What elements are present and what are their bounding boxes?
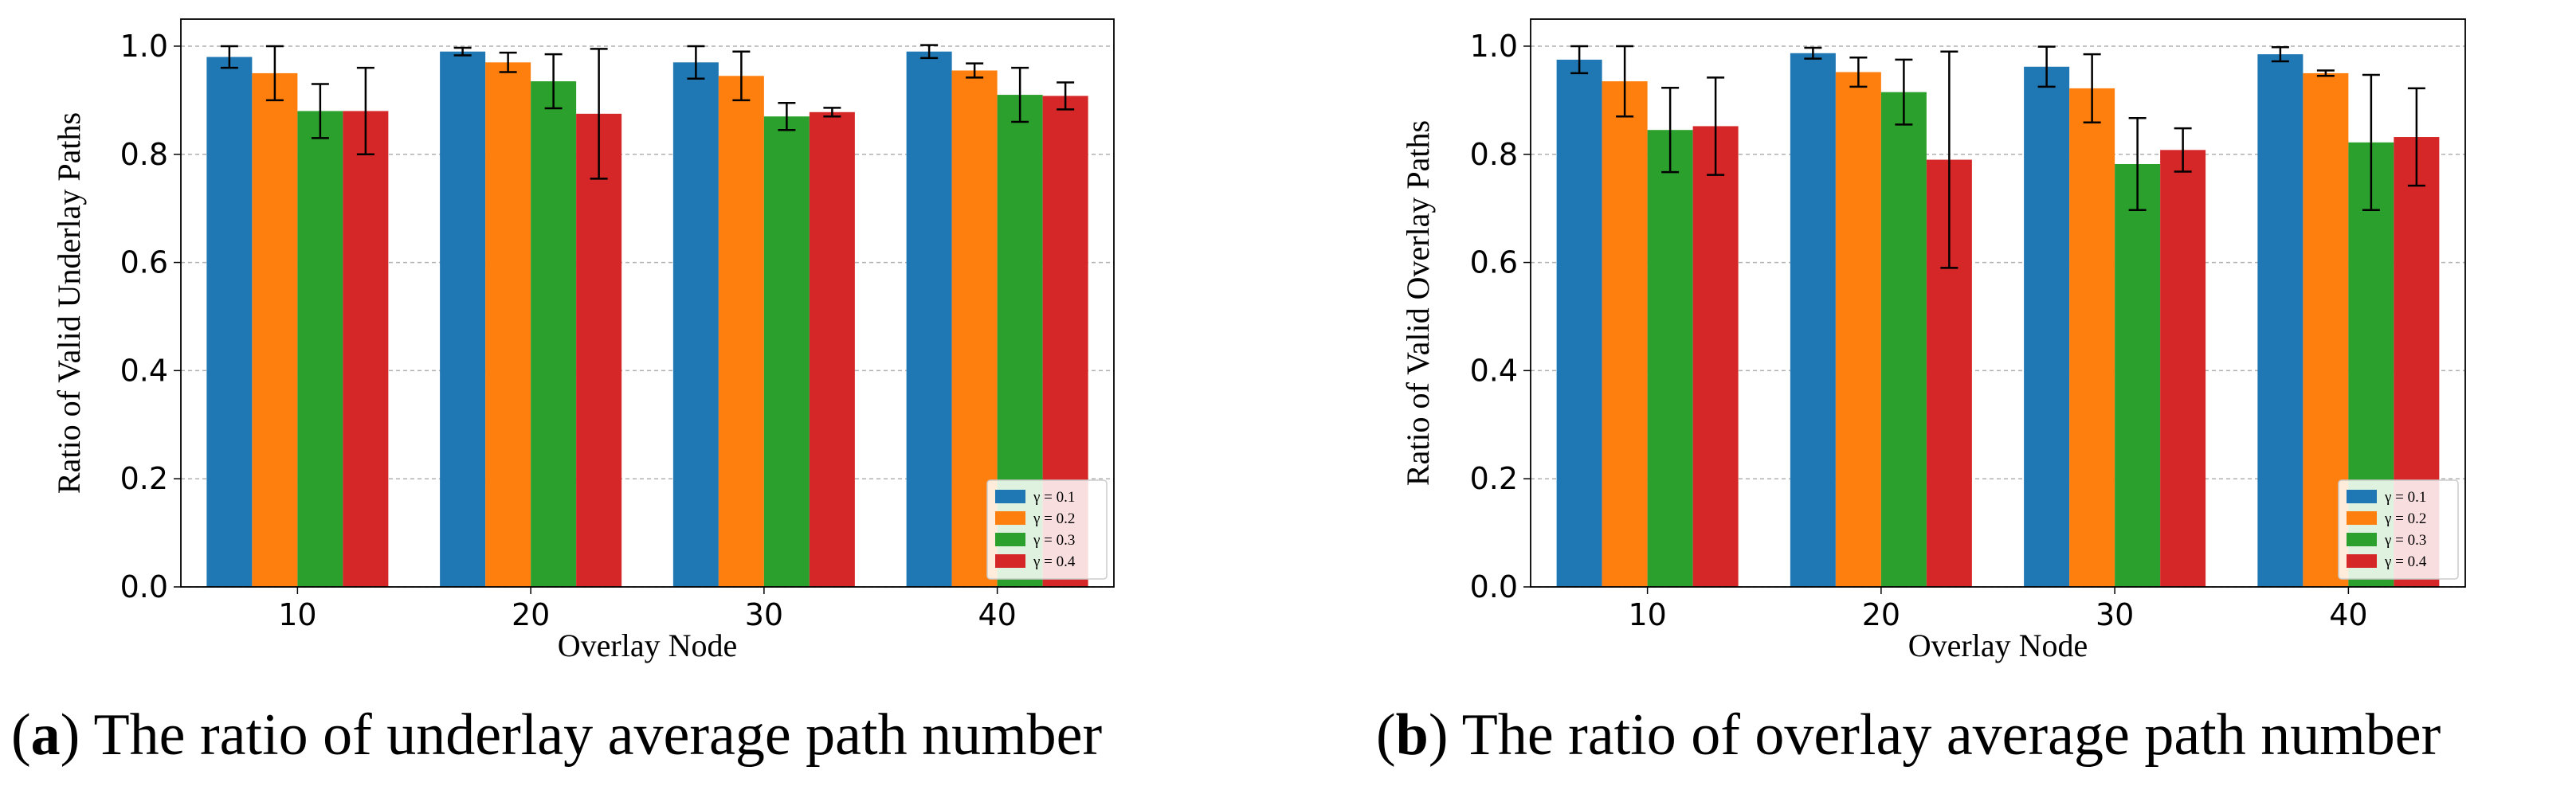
bar xyxy=(297,111,343,587)
caption-paren: ( xyxy=(1376,702,1396,768)
bar xyxy=(2257,54,2304,588)
y-tick-label: 0.6 xyxy=(120,245,168,280)
y-tick-label: 0.4 xyxy=(120,353,168,388)
legend-label: γ = 0.1 xyxy=(1033,489,1075,506)
caption-paren: ( xyxy=(11,702,31,768)
y-tick-label: 0.8 xyxy=(1470,137,1518,172)
plot-frame xyxy=(180,18,1115,588)
bar xyxy=(343,111,389,587)
bar xyxy=(1556,59,1602,587)
bar xyxy=(252,72,298,587)
x-tick-label: 30 xyxy=(745,597,783,632)
legend-swatch xyxy=(2347,533,2377,546)
legend-swatch xyxy=(2347,511,2377,525)
bar xyxy=(2160,150,2206,587)
plot-frame xyxy=(1530,18,2466,588)
legend-label: γ = 0.3 xyxy=(1033,532,1075,549)
legend-swatch xyxy=(995,533,1025,546)
bar xyxy=(576,113,622,588)
bar xyxy=(718,76,764,588)
bar xyxy=(906,51,952,587)
x-tick-label: 20 xyxy=(1862,597,1900,632)
legend-label: γ = 0.3 xyxy=(2384,532,2426,549)
x-axis-title: Overlay Node xyxy=(558,628,737,663)
bar xyxy=(1880,92,1927,587)
y-tick-label: 0.0 xyxy=(120,569,168,604)
bar xyxy=(672,62,719,588)
bar xyxy=(1790,53,1836,587)
legend: γ = 0.1 γ = 0.2 γ = 0.3 γ = 0.4 xyxy=(2338,479,2459,580)
legend-swatch xyxy=(995,511,1025,525)
y-tick-label: 1.0 xyxy=(1470,29,1518,64)
legend-swatch xyxy=(2347,490,2377,503)
x-tick-label: 40 xyxy=(978,597,1016,632)
bar xyxy=(1692,126,1739,588)
x-tick-label: 10 xyxy=(278,597,316,632)
caption-label: a xyxy=(31,702,61,768)
bar xyxy=(2069,88,2115,588)
bar xyxy=(2115,163,2161,588)
y-axis-title: Ratio of Valid Overlay Paths xyxy=(1400,120,1436,486)
caption-text: The ratio of overlay average path number xyxy=(1462,702,2441,768)
figure-caption: (b) The ratio of overlay average path nu… xyxy=(1376,702,2441,768)
legend-label: γ = 0.4 xyxy=(2384,553,2427,570)
legend-label: γ = 0.4 xyxy=(1033,553,1076,570)
panel-b: 0.0 0.2 0.4 0.6 0.8 1.0 10 20 30 40 Overlay Node Ra… xyxy=(1376,18,2466,768)
bar xyxy=(531,81,577,588)
bar xyxy=(206,57,253,588)
x-tick-label: 10 xyxy=(1628,597,1666,632)
y-tick-label: 0.4 xyxy=(1470,353,1518,388)
y-tick-label: 0.6 xyxy=(1470,245,1518,280)
legend: γ = 0.1 γ = 0.2 γ = 0.3 γ = 0.4 xyxy=(986,479,1108,580)
x-tick-label: 40 xyxy=(2329,597,2367,632)
legend-label: γ = 0.2 xyxy=(1033,510,1075,527)
bar xyxy=(1647,130,1693,587)
bar xyxy=(1835,72,1881,587)
legend-swatch xyxy=(995,554,1025,568)
y-tick-label: 0.2 xyxy=(1470,461,1518,496)
x-tick-label: 20 xyxy=(512,597,550,632)
caption-paren: ) xyxy=(1429,702,1462,768)
x-tick-label: 30 xyxy=(2096,597,2134,632)
caption-label: b xyxy=(1396,702,1429,768)
bar xyxy=(440,51,486,587)
caption-paren: ) xyxy=(61,702,94,768)
bar xyxy=(2024,66,2070,588)
x-axis-title: Overlay Node xyxy=(1908,628,2088,663)
figure-caption: (a) The ratio of underlay average path n… xyxy=(11,702,1102,768)
legend-swatch xyxy=(2347,554,2377,568)
bar xyxy=(1602,81,1648,588)
y-axis-title: Ratio of Valid Underlay Paths xyxy=(51,112,87,494)
bar xyxy=(763,116,810,587)
caption-text: The ratio of underlay average path numbe… xyxy=(93,702,1102,768)
y-tick-label: 0.0 xyxy=(1470,569,1518,604)
y-tick-label: 1.0 xyxy=(120,29,168,64)
bar xyxy=(809,111,855,587)
legend-label: γ = 0.2 xyxy=(2384,510,2426,527)
bar xyxy=(485,62,531,588)
panel-a: 0.0 0.2 0.4 0.6 0.8 1.0 10 20 30 40 Overlay Node Ra… xyxy=(11,18,1115,768)
y-tick-label: 0.8 xyxy=(120,137,168,172)
legend-label: γ = 0.1 xyxy=(2384,489,2426,506)
legend-swatch xyxy=(995,490,1025,503)
y-tick-label: 0.2 xyxy=(120,461,168,496)
